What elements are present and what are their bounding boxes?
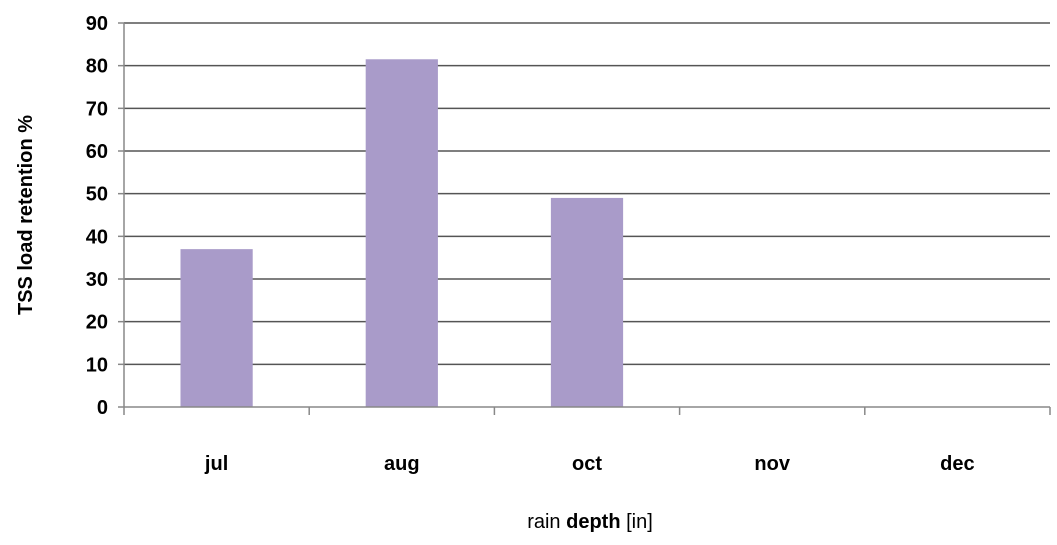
bar-jul <box>180 249 253 407</box>
y-tick-label-80: 80 <box>86 56 108 78</box>
x-axis-title-part-2: depth <box>566 511 620 533</box>
x-axis-title-part-1: rain <box>527 511 566 533</box>
y-tick-label-20: 20 <box>86 312 108 334</box>
y-axis-title: TSS load retention % <box>15 115 37 315</box>
y-tick-label-60: 60 <box>86 141 108 163</box>
y-tick-label-50: 50 <box>86 184 108 206</box>
gridlines <box>124 22 1050 366</box>
y-tick-label-0: 0 <box>97 397 108 419</box>
x-category-label-jul: jul <box>204 453 228 475</box>
y-tick-label-30: 30 <box>86 269 108 291</box>
bar-oct <box>550 197 624 407</box>
y-tick-label-40: 40 <box>86 226 108 248</box>
x-category-labels: jul aug oct nov dec <box>204 453 975 475</box>
y-tick-label-10: 10 <box>86 354 108 376</box>
x-category-label-dec: dec <box>940 453 974 475</box>
x-axis-title: rain depth [in] <box>527 511 653 533</box>
x-axis-title-part-3: [in] <box>621 511 653 533</box>
x-category-label-oct: oct <box>572 453 602 475</box>
y-tick-label-70: 70 <box>86 98 108 120</box>
y-tick-labels: 0 10 20 30 40 50 60 70 80 90 <box>86 13 108 419</box>
x-category-label-aug: aug <box>384 453 420 475</box>
y-tick-label-90: 90 <box>86 13 108 35</box>
bars <box>180 59 624 408</box>
x-category-label-nov: nov <box>754 453 790 475</box>
axes <box>118 22 1051 415</box>
bar-aug <box>365 59 438 408</box>
